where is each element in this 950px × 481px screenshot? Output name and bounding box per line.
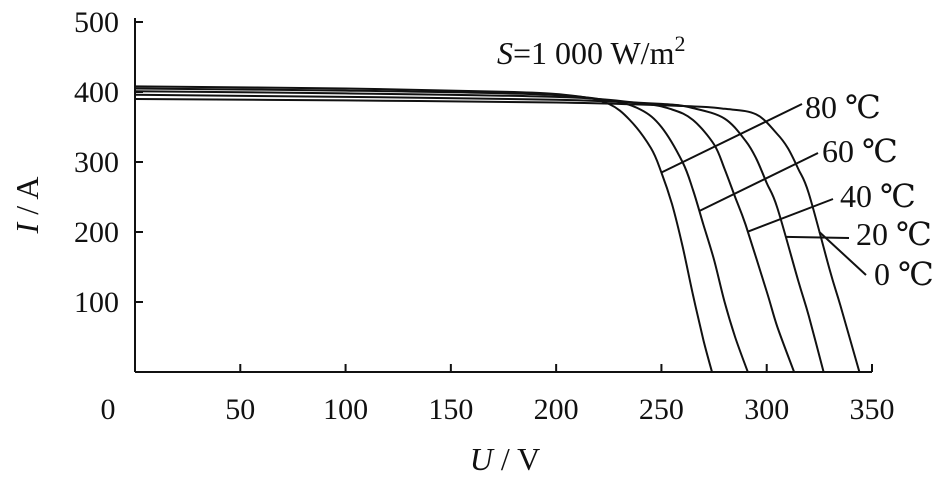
curve-leader-lines xyxy=(660,103,867,276)
curve-label: 0 ℃ xyxy=(874,256,934,292)
y-axis-title: I / A xyxy=(9,177,45,235)
curve-label: 60 ℃ xyxy=(822,133,898,169)
irradiance-annotation: S=1 000 W/m2 xyxy=(497,31,685,71)
curve-40 xyxy=(134,90,796,373)
leader-line xyxy=(785,235,850,239)
x-axis-title: U / V xyxy=(470,441,541,477)
x-tick-label: 100 xyxy=(323,393,368,426)
x-axis-symbol: U xyxy=(470,441,495,477)
curve-0 xyxy=(134,98,861,373)
leader-line xyxy=(818,231,867,276)
x-tick-label: 350 xyxy=(850,393,895,426)
y-tick-label: 300 xyxy=(74,146,119,179)
curve-label: 80 ℃ xyxy=(805,89,881,125)
leader-line xyxy=(747,198,834,233)
curve-60 xyxy=(134,87,749,373)
y-tick-label: 400 xyxy=(74,76,119,109)
curve-20 xyxy=(134,93,825,373)
y-tick-label: 500 xyxy=(74,6,119,39)
leader-line xyxy=(660,103,803,174)
curve-80 xyxy=(134,85,713,373)
x-tick-label: 0 xyxy=(101,393,116,426)
y-tick-label: 100 xyxy=(74,286,119,319)
x-tick-label: 200 xyxy=(534,393,579,426)
y-axis-symbol: I xyxy=(9,221,45,234)
curves xyxy=(134,85,861,373)
y-tick-label: 200 xyxy=(74,216,119,249)
x-tick-label: 300 xyxy=(744,393,789,426)
curve-labels: 80 ℃ 60 ℃ 40 ℃20 ℃ 0 ℃ xyxy=(805,89,934,292)
irradiance-symbol: S xyxy=(497,35,513,71)
curve-label: 20 ℃ xyxy=(856,216,932,252)
x-tick-label: 150 xyxy=(428,393,473,426)
leader-line xyxy=(698,152,819,212)
irradiance-superscript: 2 xyxy=(674,31,685,56)
x-tick-label: 50 xyxy=(225,393,255,426)
x-tick-label: 250 xyxy=(639,393,684,426)
y-axis-ticks: 100 200 300 400 500 xyxy=(74,6,143,319)
curve-label: 40 ℃ xyxy=(840,178,916,214)
x-axis-ticks: 0 50 100 150 200 250 300 350 xyxy=(101,364,895,426)
y-axis-unit: / A xyxy=(9,177,45,223)
irradiance-value: =1 000 W/m xyxy=(513,35,675,71)
x-axis-unit: / V xyxy=(493,441,540,477)
